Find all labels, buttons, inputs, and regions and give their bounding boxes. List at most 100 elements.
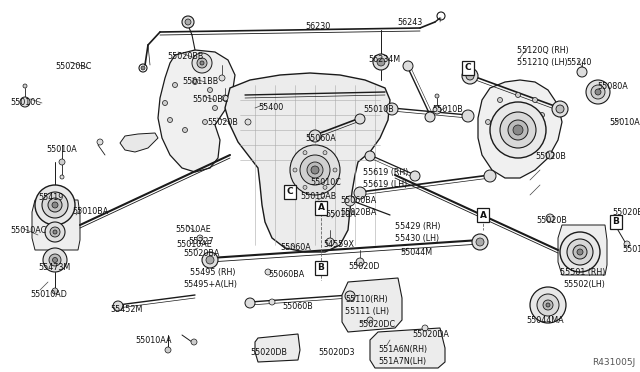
Text: 55020BA: 55020BA	[340, 208, 376, 217]
Text: 55240: 55240	[566, 58, 591, 67]
Text: 55010AE: 55010AE	[622, 245, 640, 254]
Circle shape	[52, 288, 58, 294]
Text: 55010AD: 55010AD	[30, 290, 67, 299]
Text: 55430 (LH): 55430 (LH)	[395, 234, 439, 243]
Circle shape	[35, 185, 75, 225]
Text: 55111 (LH): 55111 (LH)	[345, 307, 389, 316]
Circle shape	[202, 119, 207, 125]
Text: 55020B: 55020B	[207, 118, 238, 127]
Text: 55473M: 55473M	[38, 263, 70, 272]
Circle shape	[182, 128, 188, 132]
Circle shape	[532, 97, 538, 103]
Circle shape	[245, 119, 251, 125]
Circle shape	[354, 187, 366, 199]
Circle shape	[60, 175, 64, 179]
Circle shape	[490, 102, 546, 158]
Circle shape	[300, 155, 330, 185]
Circle shape	[212, 106, 218, 110]
Circle shape	[422, 325, 428, 331]
Text: 55010A: 55010A	[46, 145, 77, 154]
Text: 55010BA: 55010BA	[72, 207, 108, 216]
Circle shape	[182, 16, 194, 28]
Circle shape	[197, 58, 207, 68]
Text: 55020D: 55020D	[348, 262, 380, 271]
Circle shape	[197, 235, 203, 241]
Circle shape	[591, 85, 605, 99]
Polygon shape	[478, 80, 562, 178]
Circle shape	[113, 301, 123, 311]
Text: 55010AE: 55010AE	[609, 118, 640, 127]
Text: 55010A: 55010A	[325, 210, 356, 219]
Circle shape	[53, 230, 57, 234]
Circle shape	[624, 241, 630, 247]
Circle shape	[546, 214, 554, 222]
Circle shape	[165, 347, 171, 353]
Text: 55502(LH): 55502(LH)	[563, 280, 605, 289]
Circle shape	[202, 252, 218, 268]
Text: 55010AB: 55010AB	[300, 192, 336, 201]
Text: 55010C: 55010C	[10, 98, 41, 107]
Circle shape	[497, 97, 502, 103]
Circle shape	[367, 317, 373, 323]
Text: 55020DC: 55020DC	[358, 320, 395, 329]
Circle shape	[486, 119, 490, 125]
Text: 55010B: 55010B	[363, 105, 394, 114]
Circle shape	[356, 258, 364, 266]
Circle shape	[269, 299, 275, 305]
Text: 55495 (RH): 55495 (RH)	[190, 268, 236, 277]
Circle shape	[365, 151, 375, 161]
Circle shape	[168, 118, 173, 122]
Polygon shape	[558, 225, 607, 275]
Circle shape	[222, 95, 228, 101]
Circle shape	[403, 61, 413, 71]
Circle shape	[141, 66, 145, 70]
Polygon shape	[370, 328, 445, 368]
Circle shape	[345, 196, 355, 206]
Circle shape	[323, 185, 327, 189]
Circle shape	[290, 145, 340, 195]
Circle shape	[265, 269, 271, 275]
Text: 55020D3: 55020D3	[318, 348, 355, 357]
Text: R431005J: R431005J	[592, 358, 635, 367]
Text: 55400: 55400	[258, 103, 284, 112]
Circle shape	[42, 192, 68, 218]
Circle shape	[355, 114, 365, 124]
Circle shape	[326, 238, 334, 246]
Text: 55010AA: 55010AA	[135, 336, 172, 345]
Circle shape	[373, 54, 389, 70]
Circle shape	[433, 106, 441, 114]
Circle shape	[462, 110, 474, 122]
Text: A: A	[317, 203, 324, 212]
Circle shape	[577, 67, 587, 77]
Text: 55619 (LH): 55619 (LH)	[363, 180, 407, 189]
Circle shape	[493, 138, 497, 142]
Text: 55020DA: 55020DA	[412, 330, 449, 339]
Polygon shape	[255, 334, 300, 362]
Text: 55020BC: 55020BC	[55, 62, 92, 71]
Text: 55020B: 55020B	[535, 152, 566, 161]
Text: 55011BB: 55011BB	[182, 77, 218, 86]
Circle shape	[309, 130, 321, 142]
Text: 55010AE: 55010AE	[176, 240, 212, 249]
Circle shape	[200, 61, 204, 65]
Circle shape	[50, 227, 60, 237]
Circle shape	[472, 234, 488, 250]
Circle shape	[530, 287, 566, 323]
Circle shape	[560, 232, 600, 272]
Text: C: C	[287, 187, 293, 196]
Circle shape	[425, 112, 435, 122]
Circle shape	[484, 170, 496, 182]
Polygon shape	[225, 73, 390, 252]
Circle shape	[552, 101, 568, 117]
Circle shape	[43, 248, 67, 272]
Text: 55619 (RH): 55619 (RH)	[363, 168, 408, 177]
Text: 55495+A(LH): 55495+A(LH)	[183, 280, 237, 289]
Circle shape	[323, 151, 327, 155]
Polygon shape	[342, 278, 402, 332]
Circle shape	[435, 94, 439, 98]
Text: 55010C: 55010C	[310, 178, 341, 187]
Text: 55120Q (RH): 55120Q (RH)	[517, 46, 569, 55]
Text: 56234M: 56234M	[368, 55, 400, 64]
Circle shape	[573, 245, 587, 259]
Text: 55020BB: 55020BB	[167, 52, 204, 61]
